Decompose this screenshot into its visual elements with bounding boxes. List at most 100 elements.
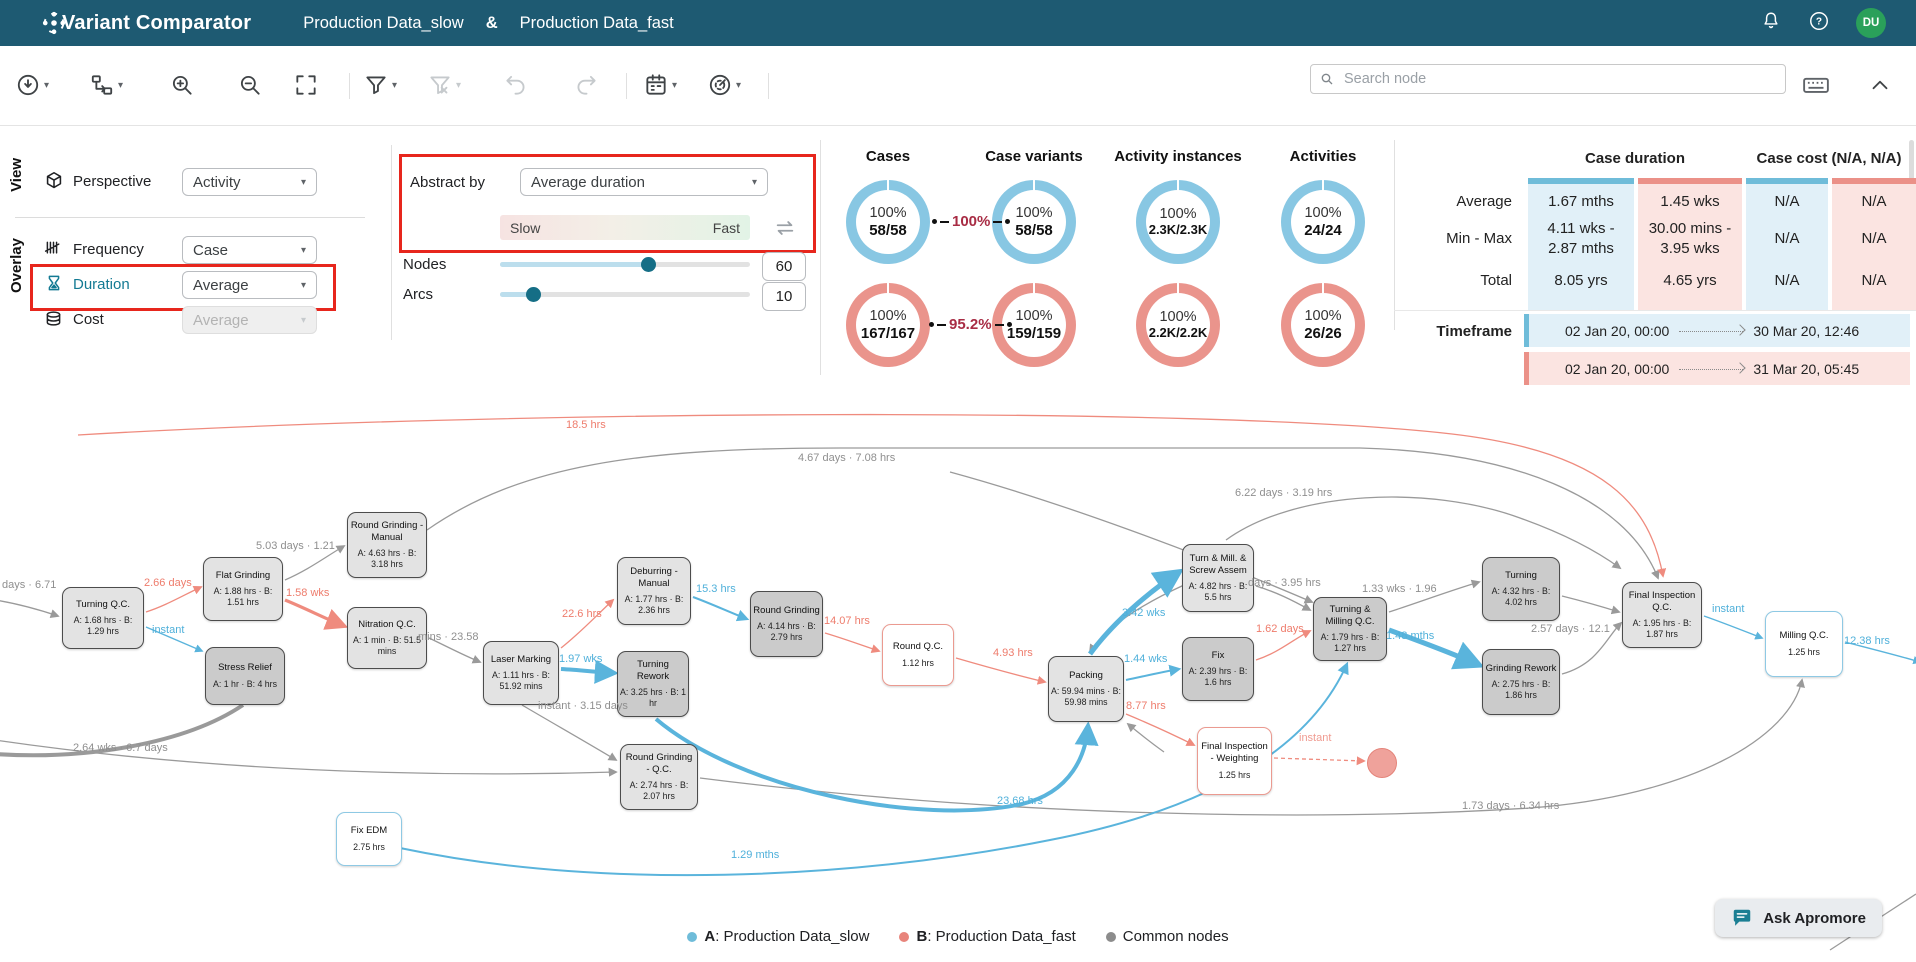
filter-button[interactable]: ▾ (360, 64, 400, 106)
duration-dropdown[interactable]: Average ▾ (182, 271, 317, 299)
legend-b-dot-icon (899, 932, 910, 943)
collapse-panel-button[interactable] (1864, 64, 1896, 106)
abstract-by-dropdown[interactable]: Average duration ▾ (520, 168, 768, 196)
filter-icon (366, 76, 386, 95)
node-turning[interactable]: Turning A: 4.32 hrs · B: 4.02 hrs (1482, 557, 1560, 621)
panel-divider (820, 140, 821, 375)
donut-instances-b: 100% 2.2K/2.2K (1136, 283, 1220, 367)
edge-label: 12.38 hrs (1844, 635, 1890, 647)
node-packing[interactable]: Packing A: 59.94 mins · B: 59.98 mins (1048, 656, 1124, 722)
node-laser-marking[interactable]: Laser Marking A: 1.11 hrs · B: 51.92 mins (483, 641, 559, 705)
arcs-value[interactable]: 10 (762, 282, 806, 311)
edge-label: 4.93 hrs (993, 647, 1033, 659)
edge-label: 2.57 days · 12.1 (1531, 623, 1610, 635)
node-flat-grinding[interactable]: Flat Grinding A: 1.88 hrs · B: 1.51 hrs (203, 557, 283, 621)
layout-button[interactable]: ▾ (86, 64, 126, 106)
avg-duration-b: 1.45 wks (1660, 193, 1720, 210)
search-input[interactable] (1342, 70, 1777, 88)
donut-variants-b: 100% 159/159 (992, 283, 1076, 367)
download-icon (17, 74, 39, 96)
minmax-cost-b: N/A (1861, 230, 1887, 247)
edge-label: mins · 23.58 (418, 631, 479, 643)
timeframe-a-start: 02 Jan 20, 00:00 (1565, 322, 1670, 339)
nodes-slider-thumb[interactable] (641, 257, 656, 272)
edge-label: 1.48 mths (1386, 630, 1435, 642)
node-deburring-manual[interactable]: Deburring - Manual A: 1.77 hrs · B: 2.36 … (617, 557, 691, 625)
edge-label: 1.33 wks · 1.96 (1362, 583, 1437, 595)
ask-apromore-button[interactable]: Ask Apromore (1715, 899, 1882, 937)
chevron-down-icon: ▾ (300, 244, 306, 256)
notifications-bell-icon[interactable] (1760, 10, 1782, 37)
variant-link-a: 100% (932, 213, 1011, 230)
node-turning-milling-qc[interactable]: Turning & Milling Q.C. A: 1.79 hrs · B: 1… (1313, 597, 1387, 661)
node-fix-edm[interactable]: Fix EDM 2.75 hrs (336, 812, 402, 866)
fit-screen-button[interactable] (290, 64, 322, 106)
view-section-label: View (8, 158, 25, 192)
node-round-qc[interactable]: Round Q.C. 1.12 hrs (882, 624, 954, 686)
chat-icon (1733, 909, 1751, 926)
node-end-marker[interactable] (1367, 748, 1397, 778)
node-round-grinding-qc[interactable]: Round Grinding - Q.C. A: 2.74 hrs · B: 2.… (620, 744, 698, 810)
edge-label: instant (1299, 732, 1332, 744)
filter-remove-icon (430, 76, 450, 95)
minmax-duration-a2: 2.87 mths (1548, 240, 1614, 257)
node-nitration-qc[interactable]: Nitration Q.C. A: 1 min · B: 51.5 mins (347, 607, 427, 669)
chevron-down-icon: ▾ (392, 79, 398, 91)
total-duration-b: 4.65 yrs (1663, 272, 1717, 289)
slow-fast-gradient: Slow Fast (500, 215, 750, 240)
donut-instances-a: 100% 2.3K/2.3K (1136, 180, 1220, 264)
user-avatar[interactable]: DU (1856, 8, 1886, 38)
nodes-slider[interactable] (500, 257, 750, 272)
edge-label: 2.64 wks · 6.7 days (73, 742, 168, 754)
node-milling-qc[interactable]: Milling Q.C. 1.25 hrs (1765, 611, 1843, 677)
node-round-grinding[interactable]: Round Grinding A: 4.14 hrs · B: 2.79 hrs (750, 591, 823, 657)
node-round-grinding-manual[interactable]: Round Grinding - Manual A: 4.63 hrs · B: … (347, 512, 427, 578)
minmax-duration-a1: 4.11 wks - (1547, 220, 1615, 237)
node-turning-rework[interactable]: Turning Rework A: 3.25 hrs · B: 1 hr (617, 651, 689, 717)
node-turn-mill-screw-assem[interactable]: Turn & Mill. & Screw Assem A: 4.82 hrs · … (1182, 544, 1254, 612)
avg-cost-a: N/A (1774, 193, 1800, 210)
help-icon[interactable]: ? (1808, 10, 1830, 37)
log-separator: & (485, 13, 498, 32)
cost-col-a (1746, 178, 1828, 310)
chevron-down-icon: ▾ (751, 176, 757, 188)
minmax-duration-b2: 3.95 wks (1660, 240, 1720, 257)
stat-header-cases: Cases (865, 148, 911, 165)
legend-item-a: A: Production Data_slow (687, 928, 869, 945)
node-final-inspection-qc[interactable]: Final Inspection Q.C. A: 1.95 hrs · B: 1.… (1622, 582, 1702, 648)
calendar-button[interactable]: ▾ (640, 64, 680, 106)
node-fix[interactable]: Fix A: 2.39 hrs · B: 1.6 hrs (1182, 637, 1254, 701)
keyboard-shortcuts-button[interactable] (1798, 64, 1834, 106)
swap-direction-icon[interactable] (772, 217, 798, 244)
perspective-dropdown[interactable]: Activity ▾ (182, 168, 317, 196)
log-name-b: Production Data_fast (519, 13, 674, 32)
node-turning-qc[interactable]: Turning Q.C. A: 1.68 hrs · B: 1.29 hrs (62, 587, 144, 649)
chevron-down-icon: ▾ (300, 176, 306, 188)
row-label-average: Average (1456, 193, 1512, 210)
search-node-field[interactable] (1310, 64, 1786, 94)
donut-activities-b: 100% 26/26 (1281, 283, 1365, 367)
edge-label: days · 3.95 hrs (1248, 577, 1321, 589)
svg-text:?: ? (1816, 16, 1822, 27)
nodes-value[interactable]: 60 (762, 252, 806, 281)
edge-label: 3.42 wks (1122, 607, 1166, 619)
zoom-out-button[interactable] (234, 64, 266, 106)
case-duration-header: Case duration (1584, 150, 1686, 167)
zoom-in-button[interactable] (166, 64, 198, 106)
legend-a-dot-icon (687, 932, 698, 943)
row-label-total: Total (1480, 272, 1512, 289)
export-button[interactable]: ▾ (12, 64, 52, 106)
node-grinding-rework[interactable]: Grinding Rework A: 2.75 hrs · B: 1.86 hrs (1482, 649, 1560, 715)
animation-button[interactable]: ▾ (704, 64, 744, 106)
arcs-slider[interactable] (500, 287, 750, 302)
slow-label: Slow (510, 219, 541, 236)
node-final-inspection-weighting[interactable]: Final Inspection - Weighting 1.25 hrs (1197, 727, 1272, 795)
frequency-dropdown[interactable]: Case ▾ (182, 236, 317, 264)
redo-button (570, 64, 602, 106)
donut-cases-a: 100% 58/58 (846, 180, 930, 264)
node-stress-relief[interactable]: Stress Relief A: 1 hr · B: 4 hrs (205, 647, 285, 705)
process-map-canvas[interactable]: Turning Q.C. A: 1.68 hrs · B: 1.29 hrs Fl… (0, 390, 1916, 962)
edge-label: 5.03 days · 1.21 (256, 540, 335, 552)
edge-label: 6.22 days · 3.19 hrs (1235, 487, 1333, 499)
arcs-slider-thumb[interactable] (526, 287, 541, 302)
